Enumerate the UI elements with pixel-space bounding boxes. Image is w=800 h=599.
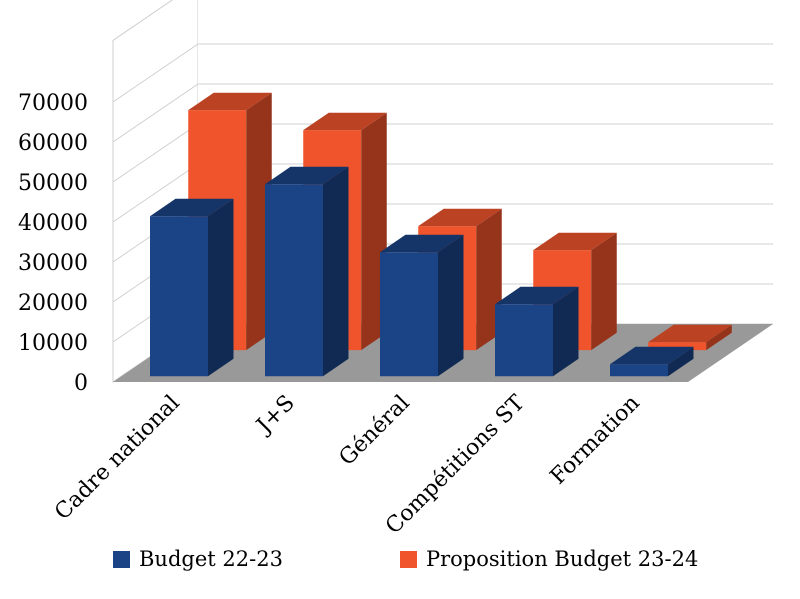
bar-side-face (323, 166, 349, 377)
bar-top-face (265, 166, 349, 185)
gridline (112, 83, 773, 143)
bar-side-face (438, 234, 464, 377)
y-tick-label: 20000 (18, 291, 88, 316)
bar-budget-1 (265, 166, 349, 377)
bar-budget-2 (380, 234, 464, 377)
bar-front-face (150, 216, 208, 377)
bar-top-face (418, 208, 502, 227)
legend-label-series-2: Proposition Budget 23-24 (426, 547, 699, 571)
y-tick-label: 70000 (18, 91, 88, 116)
bar-side-face (706, 324, 732, 351)
bar-top-face (380, 234, 464, 253)
bar-top-face (610, 346, 694, 365)
bar-side-face (591, 232, 617, 351)
y-tick-label: 40000 (18, 211, 88, 236)
x-tick-label: Cadre national (50, 391, 185, 526)
y-tick-label: 60000 (18, 131, 88, 156)
bar-side-face (668, 346, 694, 377)
x-tick-label: Général (335, 391, 415, 471)
bar-budget-0 (150, 198, 234, 377)
bar-top-face (648, 324, 732, 343)
bar-top-face (533, 232, 617, 251)
legend-item-series-2: Proposition Budget 23-24 (400, 545, 698, 573)
bar-budget-4 (610, 346, 694, 377)
y-tick-label: 30000 (18, 251, 88, 276)
bar-top-face (495, 286, 579, 305)
y-tick-label: 50000 (18, 171, 88, 196)
bar-front-face (380, 252, 438, 377)
bar-front-face (265, 184, 323, 377)
gridline (112, 43, 773, 103)
legend-swatch-series-1 (113, 550, 130, 568)
legend-item-series-1: Budget 22-23 (113, 545, 283, 573)
bar-front-face (610, 364, 668, 377)
bar-side-face (208, 198, 234, 377)
y-tick-label: 0 (74, 371, 88, 396)
legend-label-series-1: Budget 22-23 (139, 547, 283, 571)
bar-budget-3 (495, 286, 579, 377)
bar-top-face (303, 112, 387, 131)
y-axis-tick-labels: 0 10000 20000 30000 40000 50000 60000 70000 (18, 91, 88, 396)
bar-top-face (188, 92, 272, 111)
x-tick-label: Formation (546, 391, 645, 490)
series-budget-bars (150, 166, 694, 377)
bar-top-face (150, 198, 234, 217)
bar-side-face (553, 286, 579, 377)
y-tick-label: 10000 (18, 331, 88, 356)
bar-front-face (495, 304, 553, 377)
x-tick-label: J+S (251, 391, 300, 440)
legend-swatch-series-2 (400, 550, 417, 568)
